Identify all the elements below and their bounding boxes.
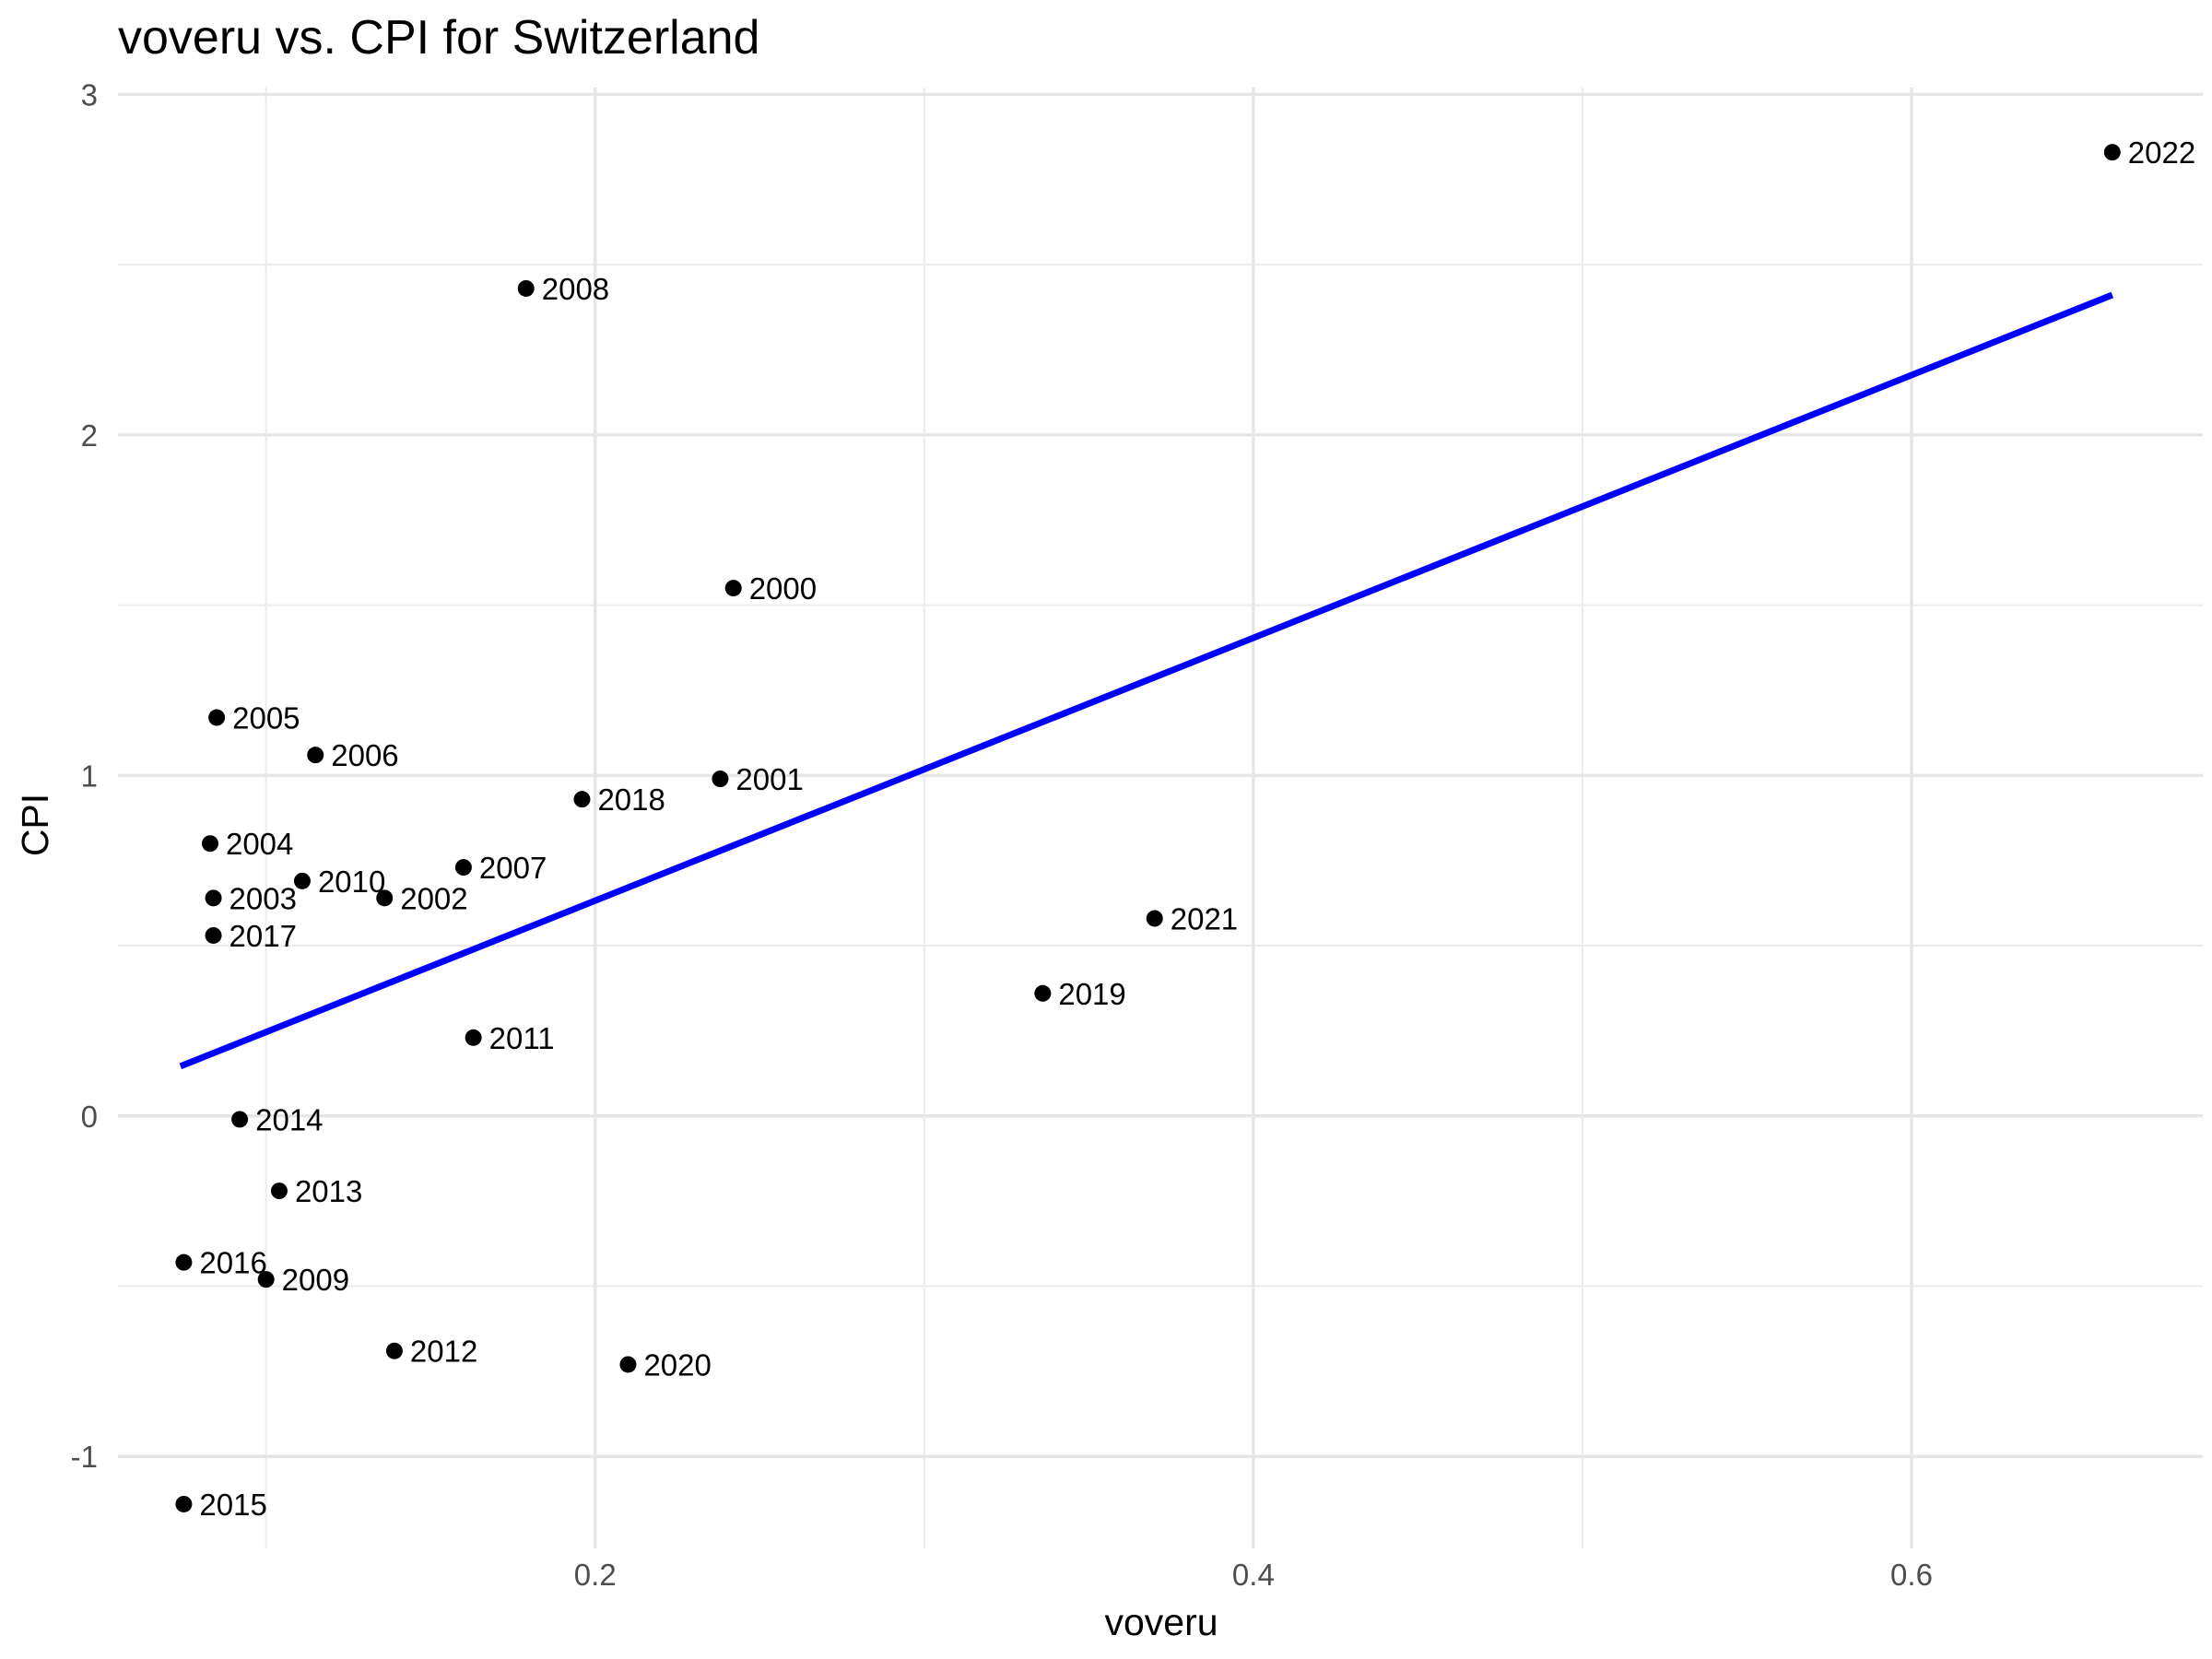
point-label: 2021: [1171, 901, 1238, 935]
data-point: [205, 926, 222, 944]
y-tick-label: 3: [81, 77, 98, 112]
point-label: 2020: [643, 1347, 711, 1382]
grid: [118, 88, 2203, 1548]
data-point: [257, 1271, 275, 1288]
data-point: [1034, 984, 1052, 1002]
data-point: [724, 580, 742, 597]
x-axis-title: voveru: [1104, 1601, 1218, 1643]
y-axis-title: CPI: [14, 794, 56, 856]
y-tick-label: -1: [71, 1440, 98, 1474]
point-label: 2004: [226, 827, 293, 861]
data-point: [307, 747, 324, 764]
point-label: 2012: [410, 1335, 477, 1369]
point-label: 2009: [282, 1263, 349, 1297]
point-label: 2018: [597, 782, 665, 817]
point-label: 2022: [2128, 135, 2195, 170]
x-axis-ticks: 0.2 0.4 0.6: [574, 1558, 1933, 1592]
data-point: [270, 1182, 288, 1200]
data-point: [231, 1111, 249, 1128]
points-group: 2000 2001 2002 2003 2004 2005 2006 2007 2008 2009…: [175, 135, 2195, 1522]
point-label: 2010: [318, 865, 385, 899]
point-label: 2000: [749, 571, 817, 606]
y-tick-label: 0: [81, 1100, 98, 1134]
point-label: 2001: [735, 762, 803, 796]
data-point: [573, 791, 591, 808]
data-point: [175, 1253, 193, 1271]
data-point: [2103, 144, 2121, 161]
point-label: 2005: [232, 701, 300, 735]
x-tick-label: 0.6: [1890, 1558, 1933, 1592]
data-point: [293, 872, 311, 889]
data-point: [201, 835, 218, 853]
data-point: [376, 889, 394, 907]
point-label: 2013: [295, 1174, 362, 1208]
fit-line-group: [179, 291, 2114, 1070]
fit-line: [179, 291, 2114, 1070]
data-point: [205, 889, 222, 907]
data-point: [712, 771, 729, 788]
point-label: 2006: [331, 738, 398, 772]
point-label: 2019: [1058, 977, 1125, 1011]
point-label: 2017: [229, 919, 297, 953]
point-label: 2015: [199, 1488, 266, 1522]
point-label: 2014: [255, 1102, 323, 1136]
point-label: 2002: [400, 881, 467, 915]
data-point: [517, 279, 535, 297]
point-label: 2016: [199, 1246, 266, 1280]
y-tick-label: 1: [81, 759, 98, 793]
y-axis-ticks: -1 0 1 2 3: [71, 77, 98, 1474]
chart-title: voveru vs. CPI for Switzerland: [118, 11, 759, 65]
data-point: [175, 1495, 193, 1512]
x-tick-label: 0.2: [574, 1558, 617, 1592]
data-point: [208, 709, 226, 726]
data-point: [1146, 910, 1163, 927]
data-point: [385, 1342, 403, 1359]
data-point: [454, 859, 472, 877]
y-tick-label: 2: [81, 418, 98, 453]
data-point: [465, 1029, 482, 1046]
point-label: 2003: [229, 881, 297, 915]
data-point: [619, 1356, 637, 1373]
point-label: 2008: [542, 272, 609, 306]
point-label: 2011: [489, 1021, 555, 1055]
point-label: 2007: [479, 851, 547, 885]
x-tick-label: 0.4: [1232, 1558, 1275, 1592]
